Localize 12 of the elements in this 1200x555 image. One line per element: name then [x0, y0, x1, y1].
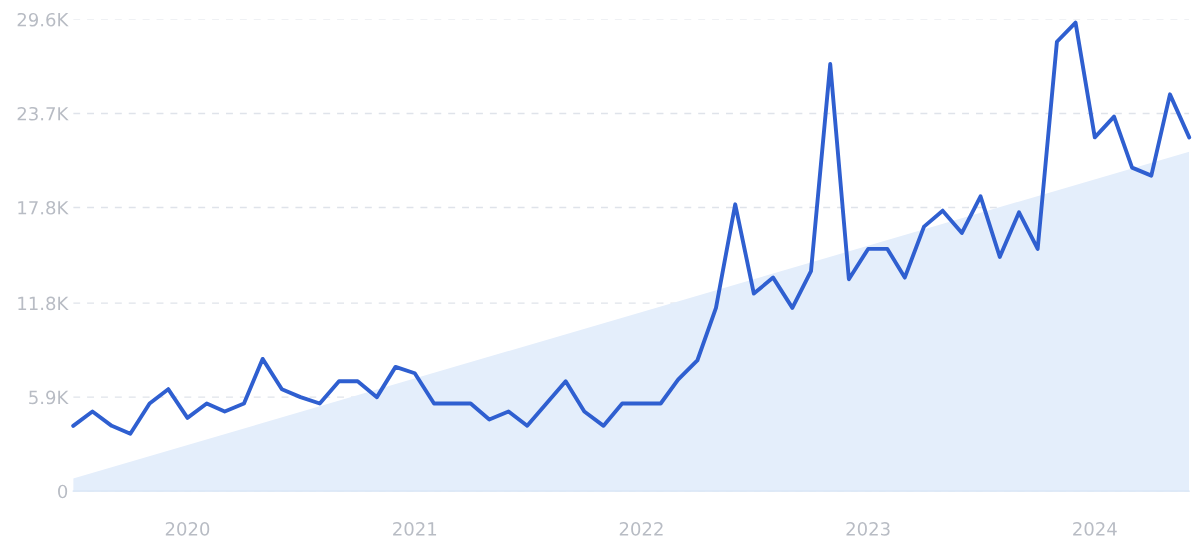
y-tick-label: 23.7K [17, 106, 69, 121]
line-series [71, 20, 1192, 436]
y-tick-label: 0 [58, 484, 68, 499]
x-tick-label: 2022 [619, 522, 663, 536]
y-tick-label: 17.8K [18, 200, 69, 215]
y-tick-label: 29.6K [17, 12, 69, 27]
x-tick-label: 2020 [165, 522, 210, 536]
y-tick-label: 5.9K [29, 390, 69, 405]
x-tick-label: 2021 [393, 522, 437, 536]
x-tick-label: 2024 [1073, 522, 1117, 536]
x-tick-label: 2023 [846, 522, 890, 536]
y-tick-label: 11.8K [18, 296, 69, 311]
